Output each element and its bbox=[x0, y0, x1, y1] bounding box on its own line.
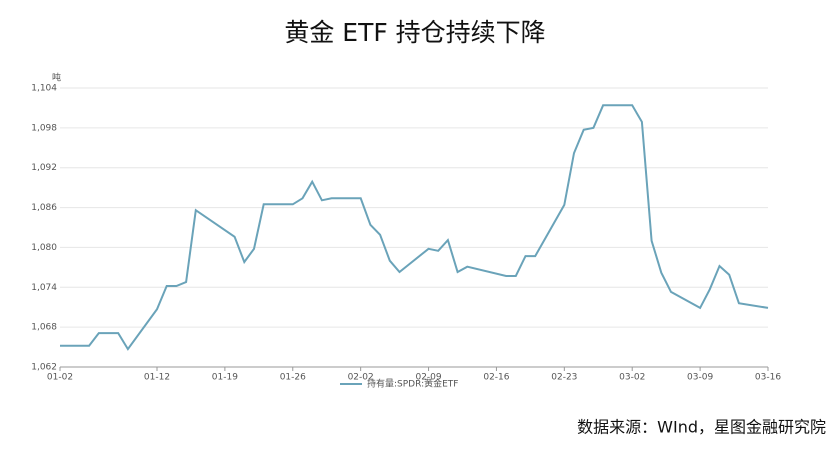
y-tick-label: 1,062 bbox=[31, 363, 57, 373]
source-note: 数据来源：WInd，星图金融研究院 bbox=[577, 418, 826, 437]
y-tick-label: 1,068 bbox=[31, 323, 57, 333]
legend-label: 持有量:SPDR:黄金ETF bbox=[367, 378, 458, 390]
y-tick-label: 1,074 bbox=[31, 283, 57, 293]
chart-title: 黄金 ETF 持仓持续下降 bbox=[284, 18, 545, 47]
x-tick-label: 02-09 bbox=[415, 373, 441, 383]
y-tick-label: 1,086 bbox=[31, 203, 57, 213]
x-tick-label: 03-09 bbox=[687, 373, 713, 383]
x-tick-label: 01-19 bbox=[212, 373, 238, 383]
x-tick-label: 02-23 bbox=[551, 373, 577, 383]
data-line bbox=[60, 104, 769, 351]
y-tick-label: 1,080 bbox=[31, 243, 57, 253]
x-tick-label: 02-16 bbox=[483, 373, 509, 383]
x-tick-label: 03-16 bbox=[755, 373, 781, 383]
x-tick-label: 02-02 bbox=[348, 373, 374, 383]
x-tick-label: 01-26 bbox=[280, 373, 306, 383]
x-tick-label: 03-02 bbox=[619, 373, 645, 383]
x-tick-label: 01-02 bbox=[47, 373, 73, 383]
y-tick-label: 1,104 bbox=[31, 84, 57, 94]
y-tick-label: 1,098 bbox=[31, 123, 57, 133]
x-tick-label: 01-12 bbox=[144, 373, 170, 383]
y-axis-label: 吨 bbox=[52, 72, 61, 84]
y-tick-label: 1,092 bbox=[31, 163, 57, 173]
